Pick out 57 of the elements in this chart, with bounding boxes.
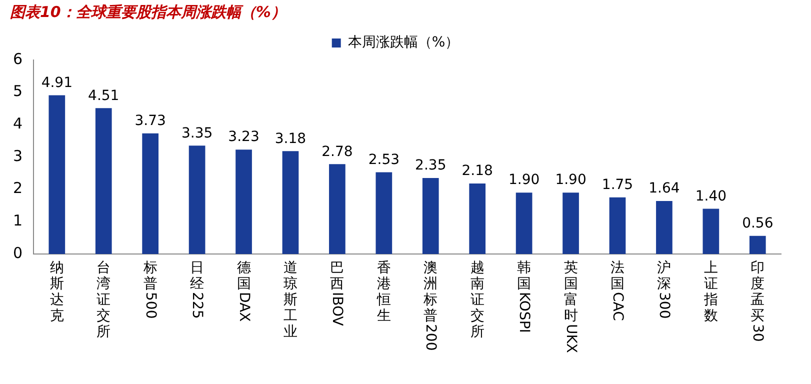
data-label: 2.35 xyxy=(415,158,446,174)
x-tick-label: 台湾证交所 xyxy=(96,260,111,340)
data-label: 3.73 xyxy=(134,113,166,130)
y-tick-label: 6 xyxy=(12,50,23,68)
bar xyxy=(516,192,532,254)
bar xyxy=(95,108,112,254)
y-tick-label: 5 xyxy=(12,82,23,100)
data-label: 1.40 xyxy=(695,188,727,204)
y-tick-label: 2 xyxy=(12,179,23,198)
data-label: 4.51 xyxy=(88,88,120,104)
x-tick-label: 香港恒生 xyxy=(376,260,391,324)
bar xyxy=(282,151,299,254)
x-tick-label: 澳洲标普200 xyxy=(422,260,439,351)
y-tick-label: 1 xyxy=(12,212,23,230)
chart-title: 图表10：全球重要股指本周涨跌幅（%） xyxy=(10,2,286,21)
bar xyxy=(142,133,159,254)
data-label: 0.56 xyxy=(742,216,774,232)
legend-label: 本周涨跌幅（%） xyxy=(348,34,460,51)
x-tick-label: 纳斯达克 xyxy=(50,260,64,324)
x-tick-label: 德国DAX xyxy=(236,260,252,322)
data-label: 4.91 xyxy=(41,74,72,91)
bar xyxy=(422,178,439,254)
y-tick-label: 4 xyxy=(12,114,23,133)
x-tick-label: 英国富时UKX xyxy=(562,260,579,354)
data-label: 1.64 xyxy=(648,180,680,197)
data-label: 2.53 xyxy=(368,152,400,168)
bar xyxy=(376,172,392,254)
data-label: 2.78 xyxy=(322,144,353,160)
x-tick-label: 印度孟买30 xyxy=(750,260,766,342)
bar xyxy=(48,95,66,254)
x-tick-label: 日经225 xyxy=(189,260,206,319)
bar xyxy=(469,184,486,254)
data-label: 3.23 xyxy=(228,129,260,146)
x-tick-label: 上证指数 xyxy=(704,260,718,324)
bar xyxy=(702,208,720,254)
x-tick-label: 巴西IBOV xyxy=(329,260,346,326)
x-tick-label: 越南证交所 xyxy=(470,260,484,340)
data-label: 1.90 xyxy=(555,172,586,188)
x-tick-label: 韩国KOSPI xyxy=(516,260,532,333)
x-tick-label: 沪深300 xyxy=(656,260,672,319)
bar xyxy=(236,150,252,254)
data-label: 3.35 xyxy=(181,125,213,142)
y-tick-label: 3 xyxy=(12,146,23,165)
data-label: 1.75 xyxy=(602,177,634,194)
bar xyxy=(329,164,346,254)
bar xyxy=(656,200,672,254)
bar xyxy=(609,197,626,254)
data-label: 2.18 xyxy=(462,163,493,180)
bar xyxy=(749,236,766,254)
bar xyxy=(562,192,579,254)
data-label: 1.90 xyxy=(508,172,540,188)
data-label: 3.18 xyxy=(274,130,306,147)
bar xyxy=(188,146,206,254)
x-tick-label: 标普500 xyxy=(142,260,158,319)
x-tick-label: 法国CAC xyxy=(609,260,626,321)
y-tick-label: 0 xyxy=(12,244,23,262)
x-tick-label: 道琼斯工业 xyxy=(283,260,298,340)
